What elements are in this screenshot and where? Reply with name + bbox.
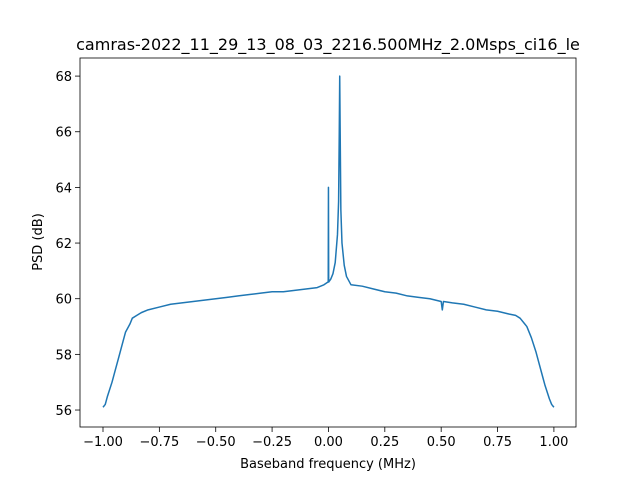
x-tick-label: 0.50	[427, 435, 456, 450]
x-tick-label: −0.50	[196, 435, 236, 450]
axes-frame	[79, 57, 577, 428]
y-tick-label: 66	[55, 126, 72, 141]
x-tick-label: 0.00	[314, 435, 343, 450]
y-tick-label: 64	[55, 181, 72, 196]
y-axis-label: PSD (dB)	[31, 213, 46, 271]
x-tick-label: 1.00	[539, 435, 568, 450]
x-tick-label: 0.25	[370, 435, 399, 450]
chart-title: camras-2022_11_29_13_08_03_2216.500MHz_2…	[76, 35, 580, 55]
y-tick-label: 62	[55, 237, 72, 252]
x-tick-label: −0.25	[252, 435, 292, 450]
y-tick-label: 56	[55, 404, 72, 419]
x-tick-label: −1.00	[83, 435, 123, 450]
psd-line	[102, 75, 555, 408]
y-tick-label: 68	[55, 70, 72, 85]
y-tick-label: 60	[55, 293, 72, 308]
x-tick-label: 0.75	[483, 435, 512, 450]
x-tick-label: −0.75	[139, 435, 179, 450]
x-axis-label: Baseband frequency (MHz)	[240, 457, 416, 472]
y-tick-label: 58	[55, 348, 72, 363]
